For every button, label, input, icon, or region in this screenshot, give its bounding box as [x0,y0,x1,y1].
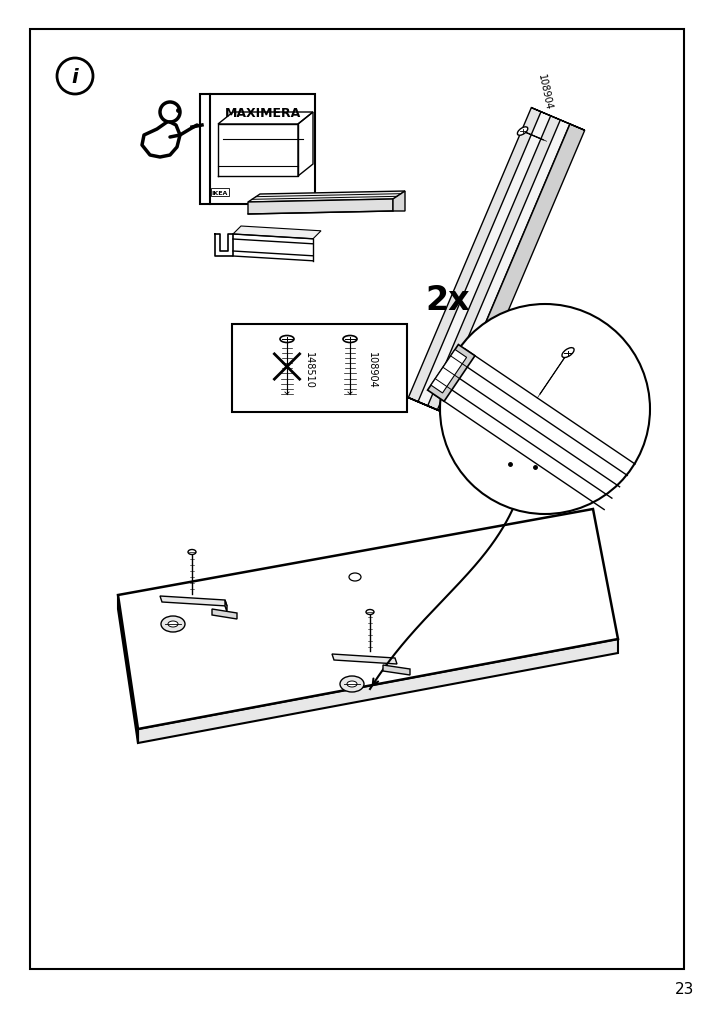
Polygon shape [438,120,570,415]
Polygon shape [212,610,237,620]
Polygon shape [428,116,560,410]
Text: 108904: 108904 [536,73,553,111]
Ellipse shape [366,610,374,615]
Polygon shape [118,510,618,729]
Ellipse shape [340,676,364,693]
Ellipse shape [518,127,528,136]
Text: 148510: 148510 [304,351,314,388]
Polygon shape [225,601,227,613]
Polygon shape [248,200,393,214]
Polygon shape [138,639,618,743]
Text: 2x: 2x [426,283,471,316]
Text: i: i [71,68,79,86]
Text: MAXIMERA: MAXIMERA [224,106,301,119]
Bar [232,325,407,412]
Polygon shape [418,402,457,419]
Polygon shape [118,595,138,743]
Text: 23: 23 [675,982,695,997]
Ellipse shape [188,550,196,555]
Polygon shape [408,398,462,421]
Ellipse shape [280,337,294,343]
Polygon shape [160,596,227,607]
Ellipse shape [347,681,357,687]
Ellipse shape [562,349,574,358]
Polygon shape [418,112,550,406]
Polygon shape [248,192,405,203]
Polygon shape [428,345,475,402]
Polygon shape [332,654,397,664]
Polygon shape [431,350,467,393]
Ellipse shape [168,622,178,628]
Polygon shape [531,108,585,131]
Circle shape [440,304,650,515]
Text: 108904: 108904 [367,351,377,388]
Polygon shape [447,125,585,421]
Ellipse shape [343,337,357,343]
Polygon shape [233,226,321,240]
Polygon shape [408,108,541,402]
Polygon shape [383,665,410,675]
Bar [200,95,315,205]
Polygon shape [393,192,405,211]
Ellipse shape [161,617,185,632]
Text: IKEA: IKEA [212,190,228,195]
